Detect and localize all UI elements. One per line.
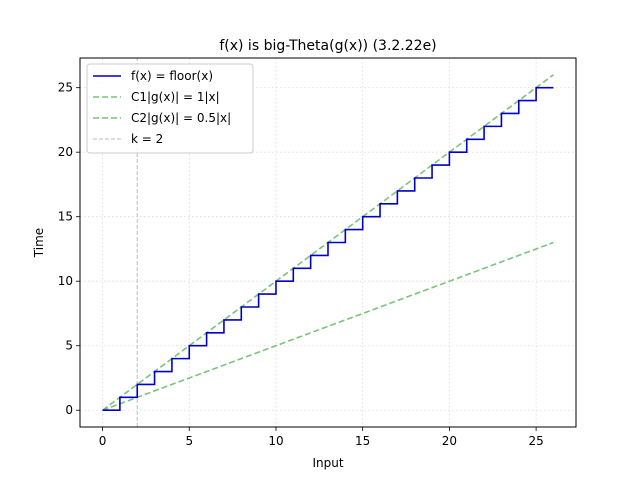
series-line-2 bbox=[102, 241, 554, 411]
y-tick-label: 0 bbox=[65, 403, 73, 417]
legend-label-0: f(x) = floor(x) bbox=[131, 69, 213, 83]
x-axis-ticks: 0 5 10 15 20 25 bbox=[99, 427, 544, 448]
y-tick-label: 5 bbox=[65, 339, 73, 353]
y-tick-label: 25 bbox=[58, 81, 73, 95]
legend-label-1: C1|g(x)| = 1|x| bbox=[131, 90, 220, 104]
plot-frame bbox=[79, 57, 577, 428]
legend-label-2: C2|g(x)| = 0.5|x| bbox=[131, 111, 231, 125]
y-tick-label: 20 bbox=[58, 145, 73, 159]
legend: f(x) = floor(x) C1|g(x)| = 1|x| C2|g(x)| =… bbox=[86, 63, 254, 154]
y-tick-label: 10 bbox=[58, 274, 73, 288]
y-tick-label: 15 bbox=[58, 210, 73, 224]
x-tick-label: 10 bbox=[268, 434, 283, 448]
x-tick-label: 5 bbox=[185, 434, 193, 448]
legend-box bbox=[86, 63, 254, 154]
x-axis-label: Input bbox=[312, 456, 343, 470]
y-axis-label: Time bbox=[32, 228, 46, 258]
x-tick-label: 25 bbox=[528, 434, 543, 448]
legend-label-3: k = 2 bbox=[131, 132, 163, 146]
x-tick-label: 15 bbox=[355, 434, 370, 448]
x-tick-label: 20 bbox=[442, 434, 457, 448]
y-axis-ticks: 0 5 10 15 20 25 bbox=[58, 81, 80, 417]
x-tick-label: 0 bbox=[99, 434, 107, 448]
series-line-0 bbox=[102, 86, 554, 412]
legend-entries: f(x) = floor(x) C1|g(x)| = 1|x| C2|g(x)| =… bbox=[93, 69, 231, 146]
chart-title: f(x) is big-Theta(g(x)) (3.2.22e) bbox=[219, 38, 436, 54]
